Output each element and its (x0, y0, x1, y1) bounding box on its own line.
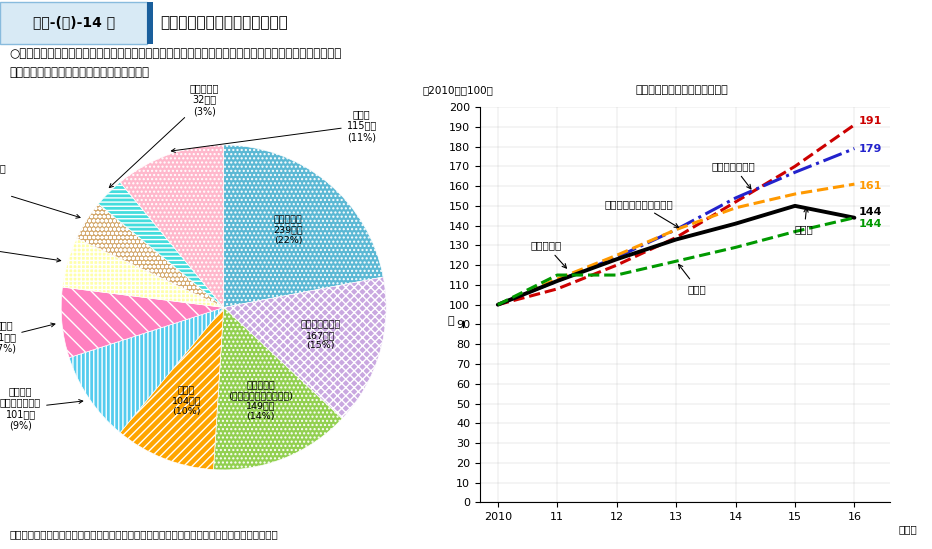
Text: 産業別にみた新規求人数の推移: 産業別にみた新規求人数の推移 (636, 85, 729, 95)
Text: 〜: 〜 (448, 316, 455, 326)
Wedge shape (69, 307, 224, 433)
Text: 医療，福祉
239万人
(22%): 医療，福祉 239万人 (22%) (273, 215, 303, 245)
Text: 144: 144 (859, 219, 883, 229)
Text: 宿泊業，
飲食サービス業
101万人
(9%): 宿泊業， 飲食サービス業 101万人 (9%) (0, 386, 83, 430)
Text: 医療，福祉: 医療，福祉 (530, 240, 567, 268)
Text: 製造業
104万人
(10%): 製造業 104万人 (10%) (171, 386, 201, 416)
Text: ○　産業全体で新規求人数が増加する中、「医療，福祉」「宿泊業，飲食サービス業」などの産業は全体
　と比較して新規求人数の増加幅が大きい。: ○ 産業全体で新規求人数が増加する中、「医療，福祉」「宿泊業，飲食サービス業」な… (9, 47, 341, 79)
Bar (147, 2, 153, 44)
Text: （2010年＝100）: （2010年＝100） (422, 85, 493, 95)
Text: （年）: （年） (898, 524, 917, 534)
Wedge shape (120, 307, 224, 469)
Text: 建設業
81万人
(7%): 建設業 81万人 (7%) (0, 320, 55, 354)
Text: 産業別にみた新規求人数の推移: 産業別にみた新規求人数の推移 (160, 15, 288, 30)
Text: サービス業
(他に分類されないもの)
149万人
(14%): サービス業 (他に分類されないもの) 149万人 (14%) (228, 381, 294, 421)
Text: 情報通信業
32万人
(3%): 情報通信業 32万人 (3%) (109, 83, 219, 188)
Text: 卸売業，小売業: 卸売業，小売業 (712, 161, 756, 189)
Text: 産業計: 産業計 (795, 208, 814, 234)
Wedge shape (62, 238, 224, 307)
Text: 宿泊業，飲食サービス業: 宿泊業，飲食サービス業 (605, 199, 678, 227)
Text: その他
115万人
(11%): その他 115万人 (11%) (171, 109, 377, 153)
Bar (0, 2, 147, 44)
Wedge shape (224, 277, 386, 419)
Text: 161: 161 (859, 181, 883, 191)
Wedge shape (62, 287, 224, 357)
Text: 製造業: 製造業 (678, 265, 706, 294)
Text: 144: 144 (859, 207, 883, 217)
Text: 生活関連サービス業，
娯楽業
45万人
(4%): 生活関連サービス業， 娯楽業 45万人 (4%) (0, 163, 80, 218)
Text: 運輸業，郵便業
60万人
(5%): 運輸業，郵便業 60万人 (5%) (0, 231, 61, 264)
Wedge shape (76, 204, 224, 307)
Text: 卸売業，小売業
167万人
(15%): 卸売業，小売業 167万人 (15%) (300, 321, 340, 350)
Text: 191: 191 (859, 116, 883, 126)
Wedge shape (120, 145, 224, 307)
Text: 第１-(２)-14 図: 第１-(２)-14 図 (33, 15, 115, 30)
Wedge shape (99, 182, 224, 307)
Text: 179: 179 (859, 143, 883, 154)
Text: 資料出所　厚生労働省「職業安定業務統計」をもとに厚生労働省労働政策担当参事官室にて作成: 資料出所 厚生労働省「職業安定業務統計」をもとに厚生労働省労働政策担当参事官室に… (9, 529, 278, 539)
Wedge shape (213, 307, 342, 470)
Wedge shape (224, 145, 383, 307)
